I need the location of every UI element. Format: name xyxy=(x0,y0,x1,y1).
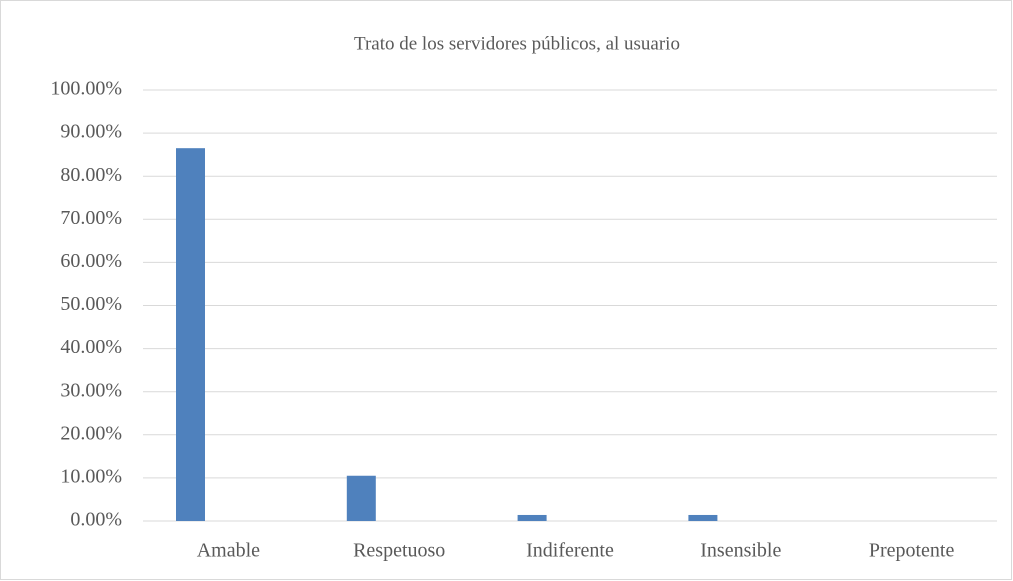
bar xyxy=(517,514,547,521)
y-tick-label: 10.00% xyxy=(60,465,122,487)
y-tick-label: 50.00% xyxy=(60,293,122,315)
y-tick-label: 100.00% xyxy=(50,78,122,100)
chart-title: Trato de los servidores públicos, al usu… xyxy=(354,33,680,54)
y-tick-label: 80.00% xyxy=(60,164,122,186)
x-tick-label: Respetuoso xyxy=(353,540,445,562)
x-tick-label: Indiferente xyxy=(526,540,614,562)
x-tick-label: Insensible xyxy=(700,540,781,562)
y-tick-label: 60.00% xyxy=(60,250,122,272)
x-tick-label: Amable xyxy=(197,540,260,562)
y-tick-label: 0.00% xyxy=(70,509,122,531)
bar xyxy=(688,514,718,521)
bar xyxy=(346,475,376,521)
y-tick-label: 70.00% xyxy=(60,207,122,229)
y-tick-label: 40.00% xyxy=(60,336,122,358)
y-tick-label: 20.00% xyxy=(60,422,122,444)
bar xyxy=(176,148,205,521)
y-tick-label: 30.00% xyxy=(60,379,122,401)
y-tick-label: 90.00% xyxy=(60,121,122,143)
x-tick-label: Prepotente xyxy=(869,540,955,562)
